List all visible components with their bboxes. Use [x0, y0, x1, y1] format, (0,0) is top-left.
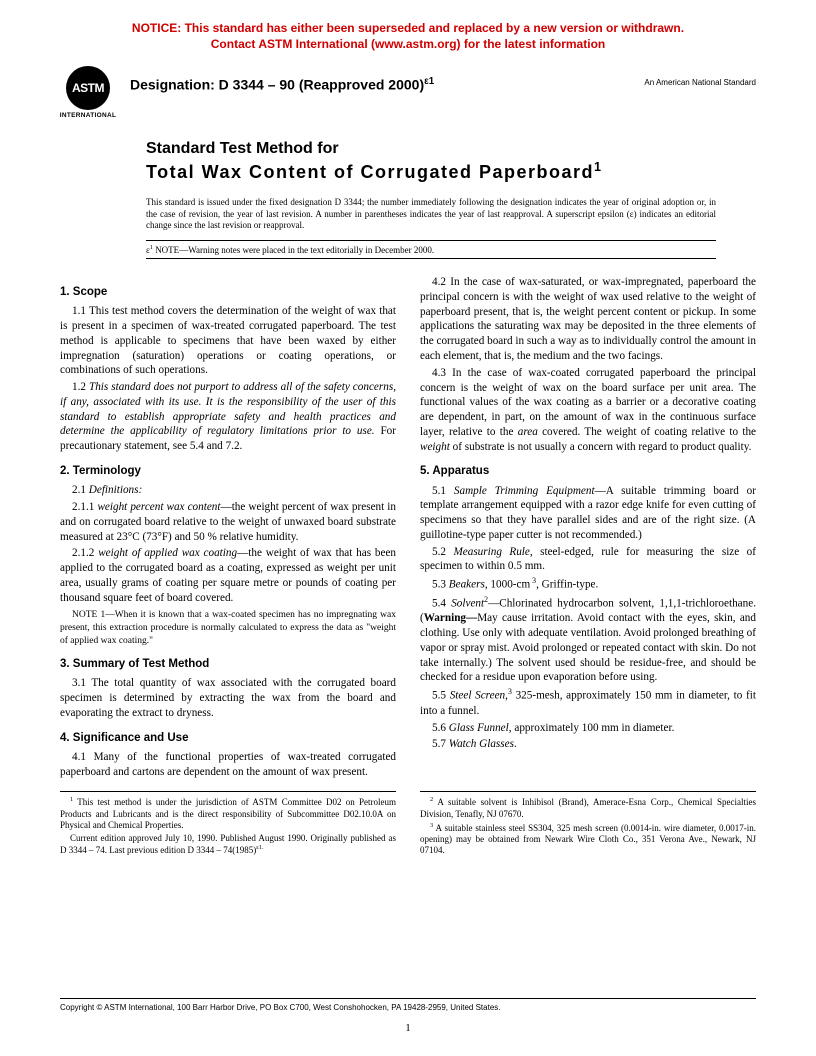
s5-1: 5.1 Sample Trimming Equipment—A suitable… — [420, 484, 756, 543]
epsilon-text: —Warning notes were placed in the text e… — [179, 245, 434, 255]
footnotes: 1 This test method is under the jurisdic… — [60, 791, 756, 858]
left-column: 1. Scope 1.1 This test method covers the… — [60, 275, 396, 781]
astm-logo-abbr: ASTM — [72, 81, 104, 95]
s5-2: 5.2 Measuring Rule, steel-edged, rule fo… — [420, 545, 756, 575]
s5-7: 5.7 Watch Glasses. — [420, 737, 756, 752]
title-sup: 1 — [594, 160, 603, 174]
footnote-left: 1 This test method is under the jurisdic… — [60, 791, 396, 858]
title-block: Standard Test Method for Total Wax Conte… — [146, 138, 756, 183]
s5-4: 5.4 Solvent2—Chlorinated hydrocarbon sol… — [420, 595, 756, 685]
s4-2: 4.2 In the case of wax-saturated, or wax… — [420, 275, 756, 364]
epsilon-note: ε1 NOTE—Warning notes were placed in the… — [146, 240, 716, 259]
s4-3: 4.3 In the case of wax-coated corrugated… — [420, 366, 756, 455]
issued-note: This standard is issued under the fixed … — [146, 197, 716, 232]
right-column: 4.2 In the case of wax-saturated, or wax… — [420, 275, 756, 781]
copyright: Copyright © ASTM International, 100 Barr… — [60, 998, 756, 1012]
s3-1: 3.1 The total quantity of wax associated… — [60, 676, 396, 720]
s4-1: 4.1 Many of the functional properties of… — [60, 750, 396, 780]
title-line2-text: Total Wax Content of Corrugated Paperboa… — [146, 162, 594, 182]
s2-1-2: 2.1.2 weight of applied wax coating—the … — [60, 546, 396, 605]
s1-2: 1.2 This standard does not purport to ad… — [60, 380, 396, 454]
note1: NOTE 1—When it is known that a wax-coate… — [60, 609, 396, 647]
significance-head: 4. Significance and Use — [60, 731, 396, 746]
footnote-right: 2 A suitable solvent is Inhibisol (Brand… — [420, 791, 756, 858]
fn1: 1 This test method is under the jurisdic… — [60, 796, 396, 831]
header-row: ASTM INTERNATIONAL Designation: D 3344 –… — [60, 64, 756, 120]
body-columns: 1. Scope 1.1 This test method covers the… — [60, 275, 756, 781]
apparatus-head: 5. Apparatus — [420, 464, 756, 479]
scope-head: 1. Scope — [60, 285, 396, 300]
designation: Designation: D 3344 – 90 (Reapproved 200… — [130, 76, 434, 93]
astm-logo-circle: ASTM — [66, 66, 110, 110]
astm-logo: ASTM INTERNATIONAL — [60, 64, 116, 120]
s5-6: 5.6 Glass Funnel, approximately 100 mm i… — [420, 721, 756, 736]
fn3: 3 A suitable stainless steel SS304, 325 … — [420, 822, 756, 857]
summary-head: 3. Summary of Test Method — [60, 657, 396, 672]
terminology-head: 2. Terminology — [60, 464, 396, 479]
designation-text: Designation: D 3344 – 90 (Reapproved 200… — [130, 77, 424, 93]
epsilon-label: NOTE — [153, 245, 179, 255]
notice-line2: Contact ASTM International (www.astm.org… — [211, 37, 605, 51]
fn1b: Current edition approved July 10, 1990. … — [60, 833, 396, 857]
title-line2: Total Wax Content of Corrugated Paperboa… — [146, 160, 756, 183]
fn2: 2 A suitable solvent is Inhibisol (Brand… — [420, 796, 756, 820]
s5-3: 5.3 Beakers, 1000-cm 3, Griffin-type. — [420, 576, 756, 593]
notice-banner: NOTICE: This standard has either been su… — [60, 20, 756, 52]
astm-logo-sub: INTERNATIONAL — [60, 112, 117, 119]
designation-sup: ε1 — [424, 76, 434, 87]
ansi-label: An American National Standard — [644, 78, 756, 87]
s5-5: 5.5 Steel Screen,3 325-mesh, approximate… — [420, 687, 756, 718]
s2-1: 2.1 Definitions: — [60, 483, 396, 498]
page: NOTICE: This standard has either been su… — [0, 0, 816, 1056]
s1-1: 1.1 This test method covers the determin… — [60, 304, 396, 378]
page-number: 1 — [0, 1022, 816, 1034]
s2-1-1: 2.1.1 weight percent wax content—the wei… — [60, 500, 396, 544]
title-line1: Standard Test Method for — [146, 138, 756, 160]
notice-line1: NOTICE: This standard has either been su… — [132, 21, 684, 35]
